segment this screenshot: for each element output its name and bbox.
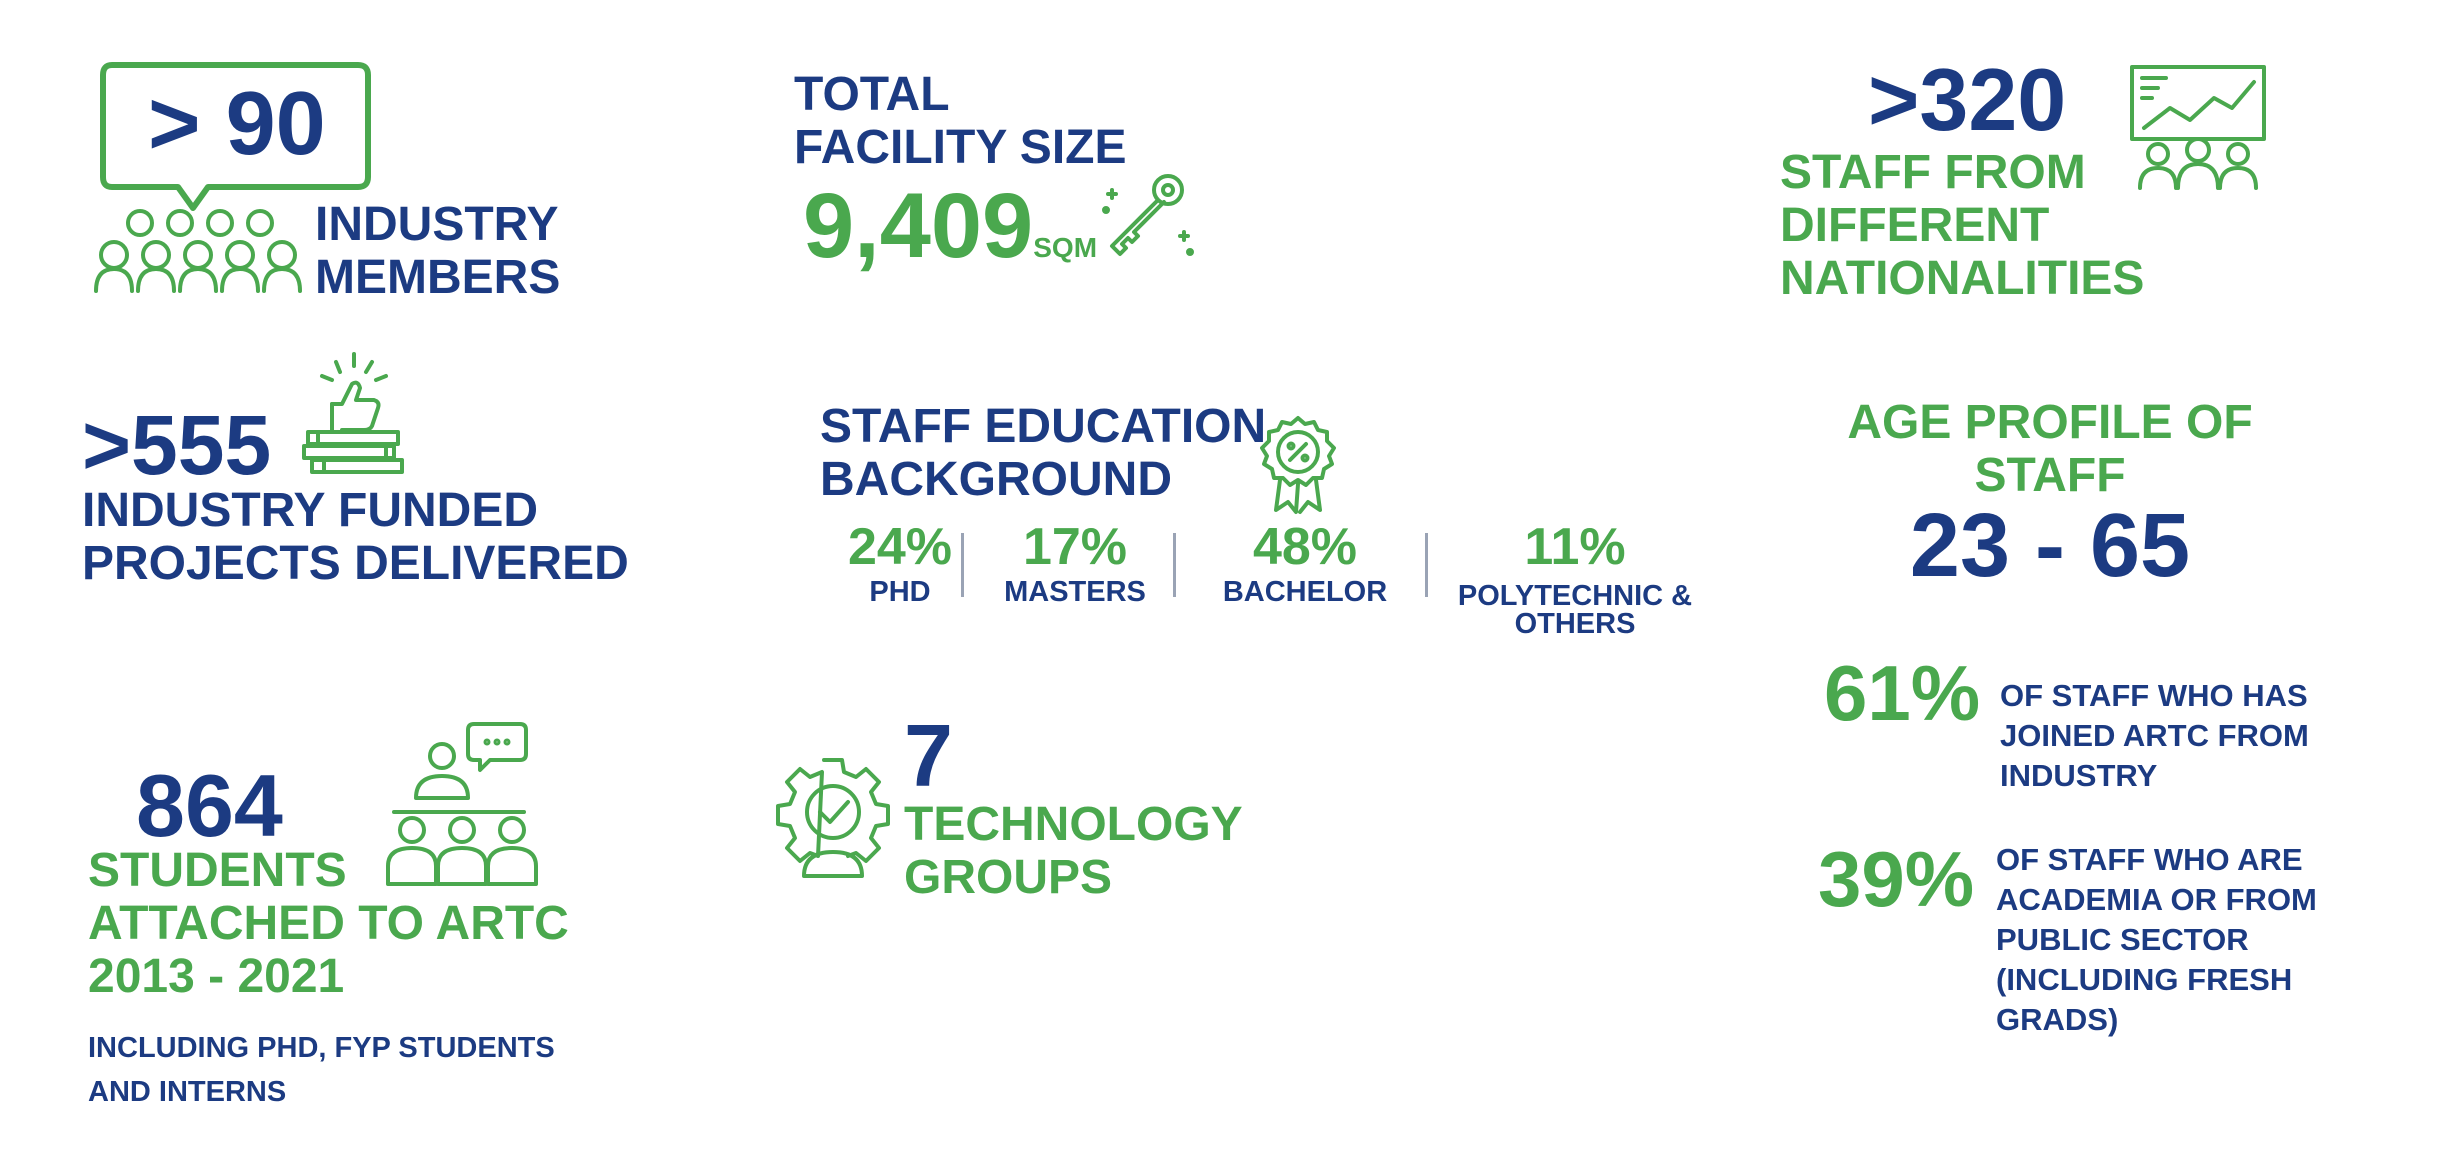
- nationalities-label: STAFF FROM DIFFERENT NATIONALITIES: [1780, 146, 2144, 305]
- nationalities-value: >320: [1868, 50, 2067, 149]
- education-item-percent: 11%: [1524, 518, 1626, 576]
- age-profile-title-line: STAFF: [1974, 449, 2126, 502]
- presentation-icon: [2130, 65, 2266, 190]
- staff-origin-text: OF STAFF WHO ARE ACADEMIA OR FROM PUBLIC…: [1996, 840, 2317, 1040]
- facility-size-figure: 9,409SQM: [803, 176, 1097, 276]
- education-title-line: BACKGROUND: [820, 453, 1172, 506]
- education-item-bachelor: 48% BACHELOR: [1215, 518, 1395, 608]
- education-item-masters: 17% MASTERS: [985, 518, 1165, 608]
- education-item-label: BACHELOR: [1222, 576, 1388, 608]
- education-item-label-line: POLYTECHNIC &: [1457, 580, 1693, 612]
- staff-origin-text-line: OF STAFF WHO HAS: [2000, 678, 2308, 713]
- students-label-line: ATTACHED TO ARTC: [88, 897, 569, 950]
- students-note: INCLUDING PHD, FYP STUDENTS AND INTERNS: [88, 1026, 555, 1114]
- industry-members-label-line: INDUSTRY: [315, 198, 559, 251]
- gear-person-icon: [776, 758, 890, 878]
- technology-groups-label-line: TECHNOLOGY: [904, 798, 1243, 851]
- education-item-label: MASTERS: [1004, 576, 1146, 608]
- education-item-percent: 17%: [1022, 518, 1128, 576]
- education-divider: [961, 533, 964, 597]
- key-icon: [1102, 174, 1194, 256]
- certificate-badge-icon: [1260, 416, 1336, 514]
- nationalities-label-line: DIFFERENT: [1780, 199, 2050, 252]
- staff-origin-text: OF STAFF WHO HAS JOINED ARTC FROM INDUST…: [2000, 676, 2309, 796]
- facility-size-value: 9,409: [803, 175, 1034, 277]
- staff-origin-text-line: GRADS): [1996, 1002, 2119, 1037]
- projects-value: >555: [82, 398, 272, 492]
- students-label-line: 2013 - 2021: [88, 950, 345, 1003]
- staff-origin-percent: 61%: [1824, 649, 1981, 737]
- facility-size-title-line: TOTAL: [794, 68, 950, 121]
- education-title-line: STAFF EDUCATION: [820, 400, 1267, 453]
- staff-origin-text-line: OF STAFF WHO ARE: [1996, 842, 2303, 877]
- industry-members-label: INDUSTRY MEMBERS: [315, 198, 560, 304]
- education-item-label-line: OTHERS: [1514, 608, 1636, 640]
- students-note-line: INCLUDING PHD, FYP STUDENTS: [88, 1032, 555, 1064]
- age-profile-range: 23 - 65: [1909, 496, 2191, 596]
- staff-origin-text-line: PUBLIC SECTOR: [1996, 922, 2249, 957]
- students-note-line: AND INTERNS: [88, 1076, 287, 1108]
- education-item-percent: 48%: [1252, 518, 1358, 576]
- facility-size-title: TOTAL FACILITY SIZE: [794, 68, 1126, 174]
- facility-size-unit: SQM: [1033, 232, 1098, 263]
- speech-bubble-icon: [100, 62, 371, 211]
- education-divider: [1173, 533, 1176, 597]
- facility-size-title-line: FACILITY SIZE: [794, 121, 1127, 174]
- projects-label-line: INDUSTRY FUNDED: [82, 484, 539, 537]
- nationalities-label-line: STAFF FROM: [1780, 146, 2086, 199]
- projects-label: INDUSTRY FUNDED PROJECTS DELIVERED: [82, 484, 629, 590]
- technology-groups-label: TECHNOLOGY GROUPS: [904, 798, 1243, 904]
- education-title: STAFF EDUCATION BACKGROUND: [820, 400, 1266, 506]
- staff-origin-percent: 39%: [1818, 835, 1975, 923]
- nationalities-label-line: NATIONALITIES: [1780, 252, 2145, 305]
- students-label-line: STUDENTS: [88, 844, 347, 897]
- education-divider: [1425, 533, 1428, 597]
- people-group-icon: [94, 209, 302, 293]
- education-item-label: PHD: [869, 576, 931, 608]
- age-profile-title: AGE PROFILE OF STAFF: [1780, 396, 2320, 502]
- education-item-polytechnic: 11% POLYTECHNIC & OTHERS: [1440, 518, 1710, 640]
- staff-origin-text-line: JOINED ARTC FROM: [2000, 718, 2309, 753]
- industry-members-label-line: MEMBERS: [315, 251, 561, 304]
- education-item-label: POLYTECHNIC & OTHERS: [1440, 580, 1710, 640]
- age-profile-title-line: AGE PROFILE OF: [1847, 396, 2253, 449]
- thumbs-up-money-icon: [302, 352, 404, 474]
- students-value: 864: [136, 756, 283, 855]
- students-label: STUDENTS ATTACHED TO ARTC 2013 - 2021: [88, 844, 569, 1003]
- staff-origin-text-line: ACADEMIA OR FROM: [1996, 882, 2317, 917]
- education-item-percent: 24%: [847, 518, 953, 576]
- staff-origin-text-line: INDUSTRY: [2000, 758, 2158, 793]
- education-item-phd: 24% PHD: [825, 518, 975, 608]
- technology-groups-label-line: GROUPS: [904, 851, 1113, 904]
- projects-label-line: PROJECTS DELIVERED: [82, 537, 629, 590]
- industry-members-value: > 90: [148, 74, 326, 174]
- classroom-icon: [386, 722, 538, 886]
- staff-origin-text-line: (INCLUDING FRESH: [1996, 962, 2293, 997]
- technology-groups-value: 7: [904, 706, 953, 805]
